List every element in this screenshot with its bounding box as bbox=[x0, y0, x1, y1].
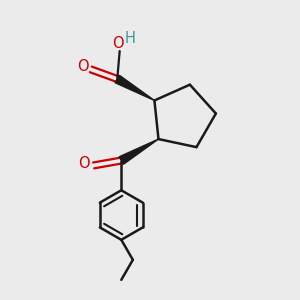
Text: O: O bbox=[79, 156, 90, 171]
Text: O: O bbox=[112, 36, 124, 51]
Polygon shape bbox=[115, 75, 154, 100]
Text: O: O bbox=[77, 59, 88, 74]
Polygon shape bbox=[119, 139, 158, 164]
Text: H: H bbox=[125, 31, 136, 46]
